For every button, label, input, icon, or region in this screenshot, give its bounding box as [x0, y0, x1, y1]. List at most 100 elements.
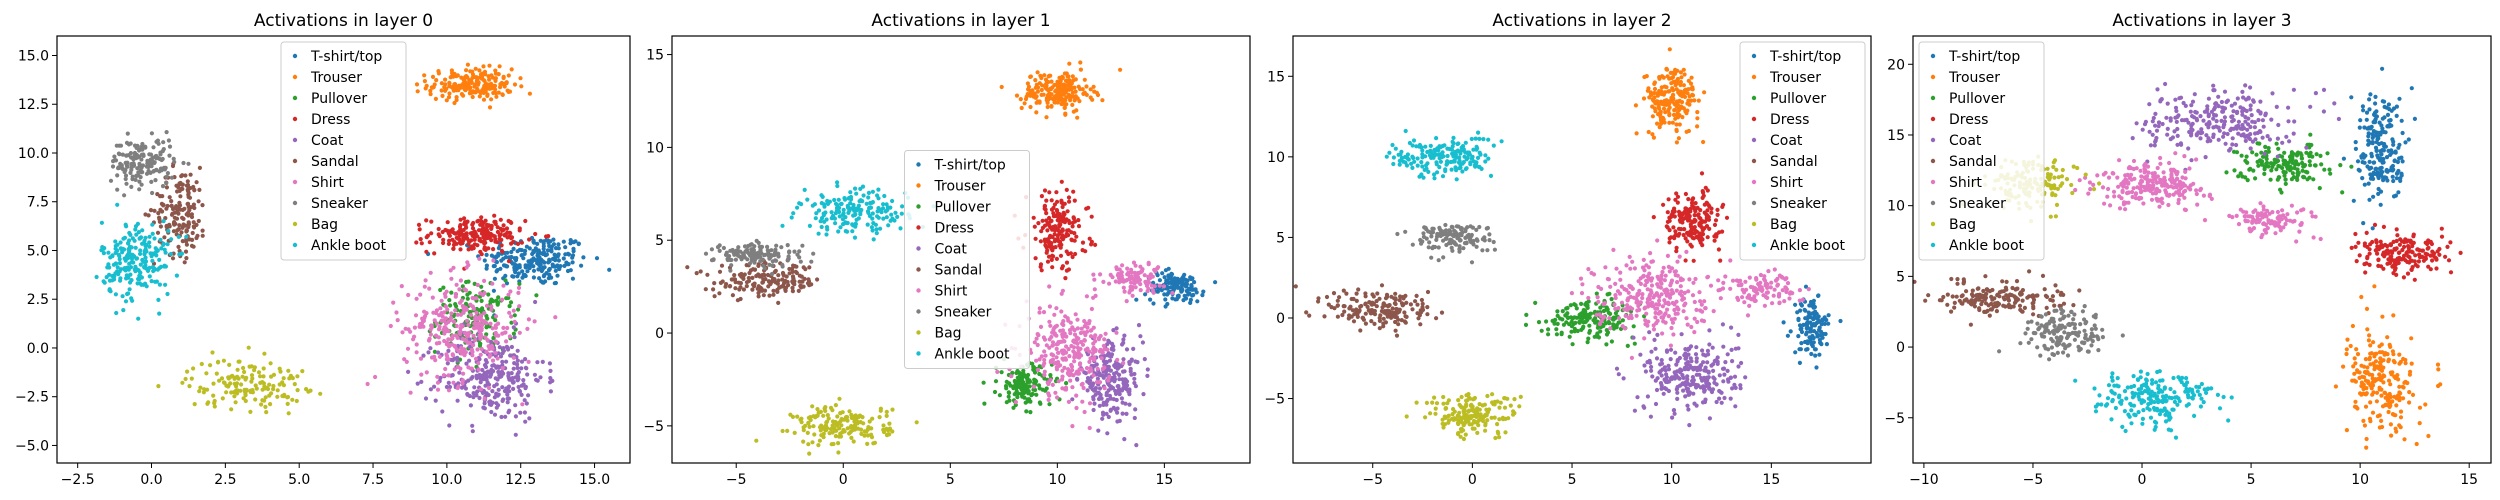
scatter-point: [515, 365, 520, 371]
scatter-point: [1091, 325, 1096, 330]
scatter-point: [806, 415, 812, 420]
scatter-point: [522, 272, 527, 277]
scatter-point: [1122, 289, 1127, 294]
scatter-point: [711, 287, 716, 292]
scatter-point: [1004, 379, 1009, 384]
scatter-point: [429, 219, 434, 224]
scatter-point: [760, 257, 766, 262]
scatter-point: [431, 310, 436, 315]
scatter-point: [553, 256, 558, 261]
scatter-point: [1621, 376, 1626, 381]
scatter-point: [709, 247, 715, 252]
scatter-point: [806, 420, 811, 425]
scatter-point: [865, 441, 870, 446]
scatter-point: [515, 362, 520, 367]
scatter-point: [1670, 415, 1675, 420]
legend-marker: [292, 158, 298, 164]
scatter-point: [526, 317, 532, 322]
scatter-point: [1076, 84, 1081, 89]
scatter-point: [838, 418, 843, 424]
scatter-point: [1649, 91, 1654, 97]
scatter-point: [1720, 204, 1725, 209]
scatter-point: [1044, 343, 1049, 348]
scatter-point: [799, 202, 804, 207]
scatter-point: [511, 246, 516, 251]
scatter-point: [837, 209, 842, 215]
scatter-point: [1054, 190, 1059, 195]
scatter-point: [1080, 399, 1085, 404]
scatter-point: [124, 140, 130, 145]
scatter-point: [890, 198, 895, 204]
scatter-point: [1681, 216, 1686, 221]
scatter-point: [185, 369, 190, 374]
scatter-point: [1679, 100, 1685, 105]
scatter-point: [1121, 357, 1126, 362]
scatter-point: [114, 143, 119, 148]
scatter-point: [165, 203, 170, 209]
scatter-point: [829, 442, 834, 447]
scatter-point: [1574, 306, 1579, 311]
scatter-point: [1107, 393, 1112, 398]
scatter-point: [527, 416, 532, 421]
scatter-point: [482, 278, 487, 283]
scatter-point: [1074, 335, 1079, 340]
scatter-point: [436, 71, 441, 76]
scatter-point: [1076, 348, 1081, 353]
scatter-point: [1128, 369, 1133, 374]
scatter-point: [509, 67, 514, 72]
scatter-point: [1605, 292, 1610, 297]
scatter-point: [1054, 355, 1059, 360]
scatter-point: [813, 216, 818, 221]
scatter-point: [851, 427, 856, 432]
scatter-point: [1720, 322, 1725, 327]
scatter-point: [1670, 120, 1675, 125]
scatter-point: [1113, 388, 1118, 394]
scatter-point: [1143, 279, 1148, 284]
scatter-point: [866, 195, 871, 200]
scatter-point: [1108, 368, 1113, 373]
scatter-point: [1200, 293, 1205, 298]
scatter-point: [194, 180, 199, 185]
scatter-point: [1049, 352, 1054, 357]
scatter-point: [780, 262, 785, 267]
series-ankle-boot: [780, 180, 936, 242]
scatter-point: [1048, 219, 1053, 224]
scatter-point: [1004, 386, 1009, 391]
scatter-points: [94, 62, 612, 437]
scatter-point: [1146, 280, 1151, 285]
scatter-point: [1659, 386, 1664, 391]
scatter-point: [775, 287, 780, 292]
scatter-point: [1050, 340, 1056, 345]
scatter-point: [1100, 366, 1105, 371]
scatter-point: [1020, 382, 1025, 387]
scatter-point: [449, 276, 454, 281]
scatter-point: [1677, 218, 1682, 223]
legend-label: Dress: [311, 112, 350, 128]
scatter-point: [482, 245, 487, 250]
scatter-point: [1022, 386, 1027, 391]
scatter-point: [200, 203, 205, 208]
scatter-point: [1092, 401, 1097, 406]
scatter-point: [1642, 363, 1647, 368]
scatter-point: [451, 380, 456, 385]
scatter-point: [221, 380, 227, 385]
scatter-point: [717, 248, 722, 253]
scatter-point: [126, 291, 131, 296]
scatter-point: [1679, 332, 1684, 337]
scatter-point: [498, 354, 504, 359]
scatter-point: [1048, 373, 1053, 378]
scatter-point: [1705, 235, 1710, 240]
scatter-point: [1038, 239, 1043, 244]
scatter-point: [1670, 86, 1675, 91]
scatter-point: [244, 387, 249, 392]
scatter-point: [1049, 96, 1055, 101]
scatter-point: [1594, 291, 1599, 296]
x-tick-label: 12.5: [505, 472, 536, 488]
scatter-point: [1060, 321, 1065, 326]
scatter-point: [1657, 370, 1662, 375]
scatter-point: [771, 288, 776, 293]
scatter-point: [819, 193, 824, 198]
scatter-point: [224, 390, 229, 395]
scatter-point: [512, 82, 518, 87]
scatter-point: [183, 376, 188, 382]
